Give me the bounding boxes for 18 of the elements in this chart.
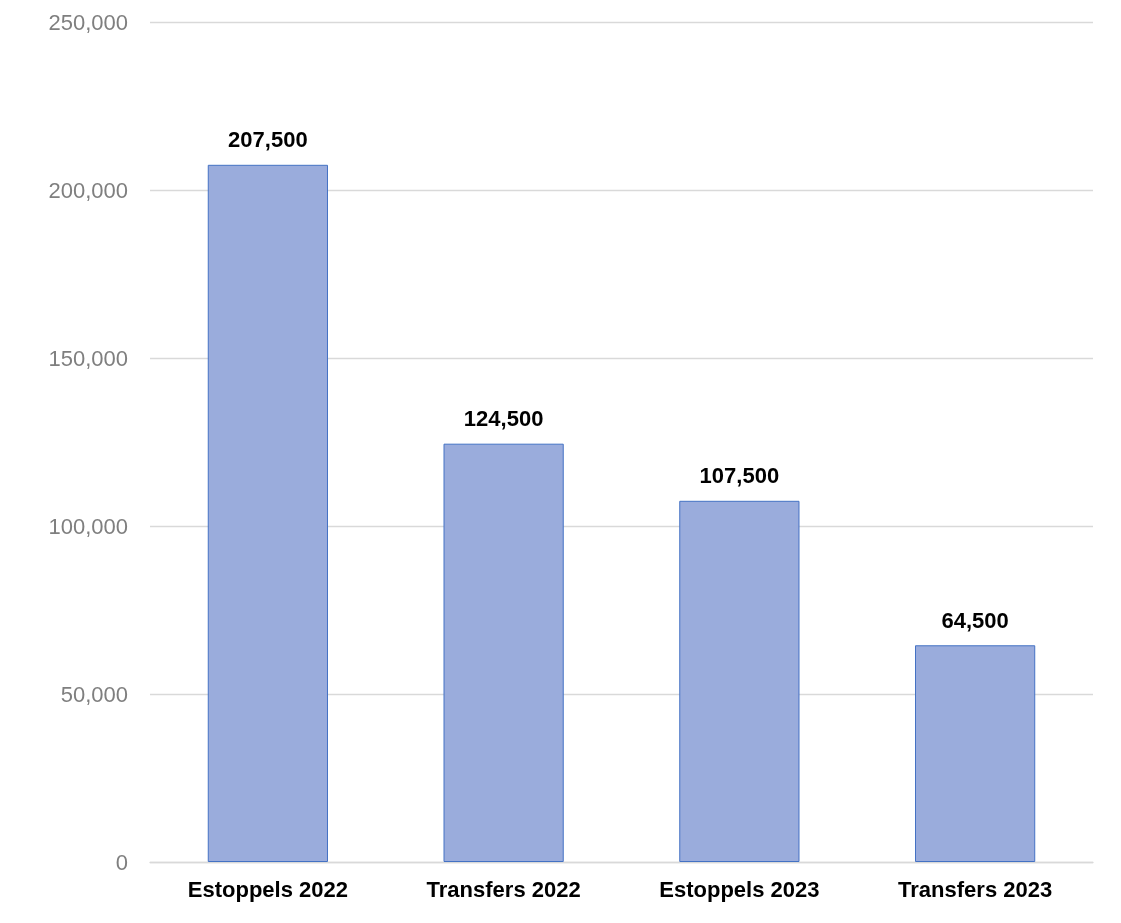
bar xyxy=(915,645,1036,862)
data-label: 124,500 xyxy=(463,406,544,432)
y-tick-label: 0 xyxy=(115,849,128,875)
x-tick-label: Transfers 2023 xyxy=(898,876,1053,902)
y-tick-label: 100,000 xyxy=(48,513,128,539)
y-tick-label: 250,000 xyxy=(48,9,128,35)
bar xyxy=(443,443,564,862)
x-tick-label: Estoppels 2023 xyxy=(659,876,820,902)
data-label: 64,500 xyxy=(941,607,1009,633)
bar xyxy=(207,164,328,862)
y-tick-label: 200,000 xyxy=(48,177,128,203)
x-tick-label: Estoppels 2022 xyxy=(187,876,348,902)
data-label: 107,500 xyxy=(699,463,780,489)
y-tick-label: 150,000 xyxy=(48,345,128,371)
data-label: 207,500 xyxy=(228,127,308,153)
bar xyxy=(679,500,800,862)
y-tick-label: 50,000 xyxy=(60,681,128,707)
x-tick-label: Transfers 2022 xyxy=(426,876,581,902)
